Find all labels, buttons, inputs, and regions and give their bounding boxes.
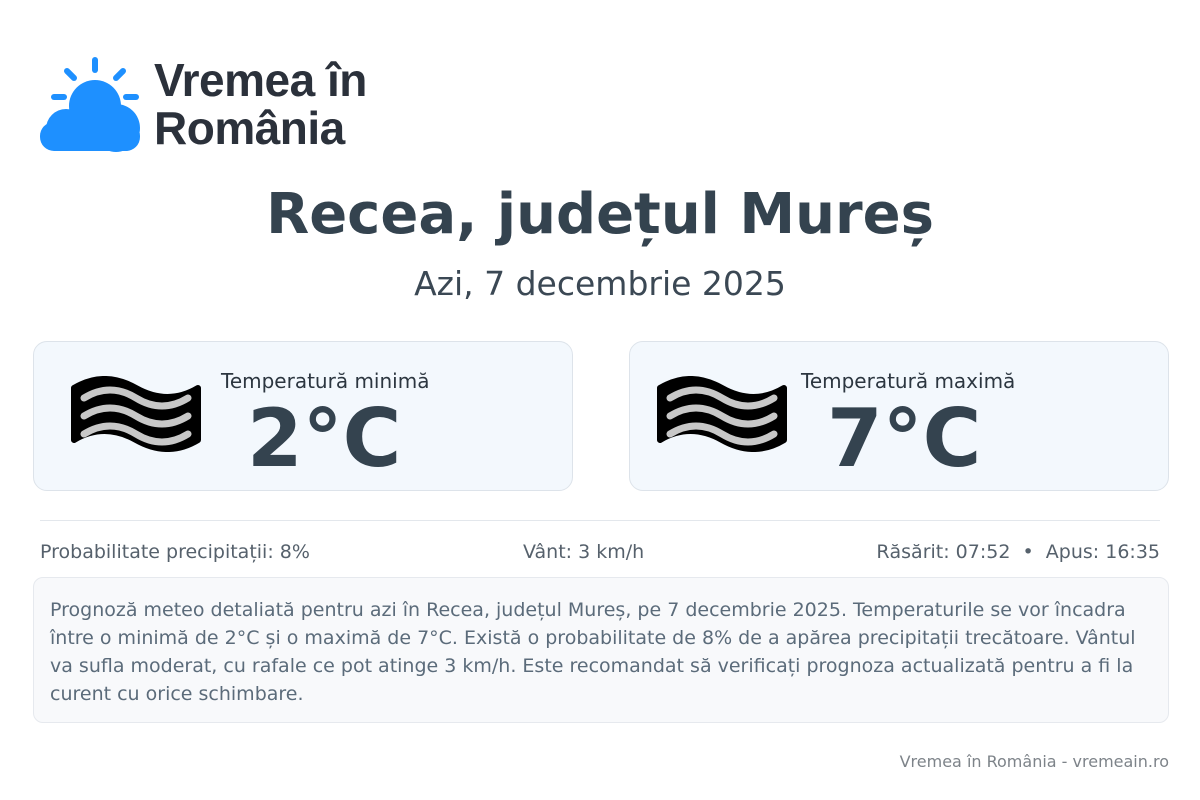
min-temp-value: 2°C	[247, 392, 402, 485]
sun-cloud-icon	[40, 57, 140, 152]
max-temp-card: Temperatură maximă 7°C	[629, 341, 1169, 491]
min-temp-card: Temperatură minimă 2°C	[33, 341, 573, 491]
footer-credit: Vremea în România - vremeain.ro	[899, 752, 1169, 771]
wind-stat: Vânt: 3 km/h	[523, 541, 645, 563]
fog-icon	[657, 376, 787, 452]
page-subtitle: Azi, 7 decembrie 2025	[414, 264, 786, 303]
page-title: Recea, județul Mureș	[266, 182, 934, 247]
fog-icon	[71, 376, 201, 452]
min-temp-label: Temperatură minimă	[221, 369, 430, 393]
precipitation-stat: Probabilitate precipitații: 8%	[40, 541, 310, 563]
brand-name: Vremea în România	[154, 54, 367, 154]
sun-times-stat: Răsărit: 07:52 • Apus: 16:35	[876, 541, 1160, 563]
max-temp-label: Temperatură maximă	[801, 369, 1016, 393]
logo: Vremea în România	[36, 54, 414, 154]
max-temp-value: 7°C	[827, 392, 982, 485]
forecast-description: Prognoză meteo detaliată pentru azi în R…	[33, 577, 1169, 723]
divider	[40, 520, 1160, 521]
